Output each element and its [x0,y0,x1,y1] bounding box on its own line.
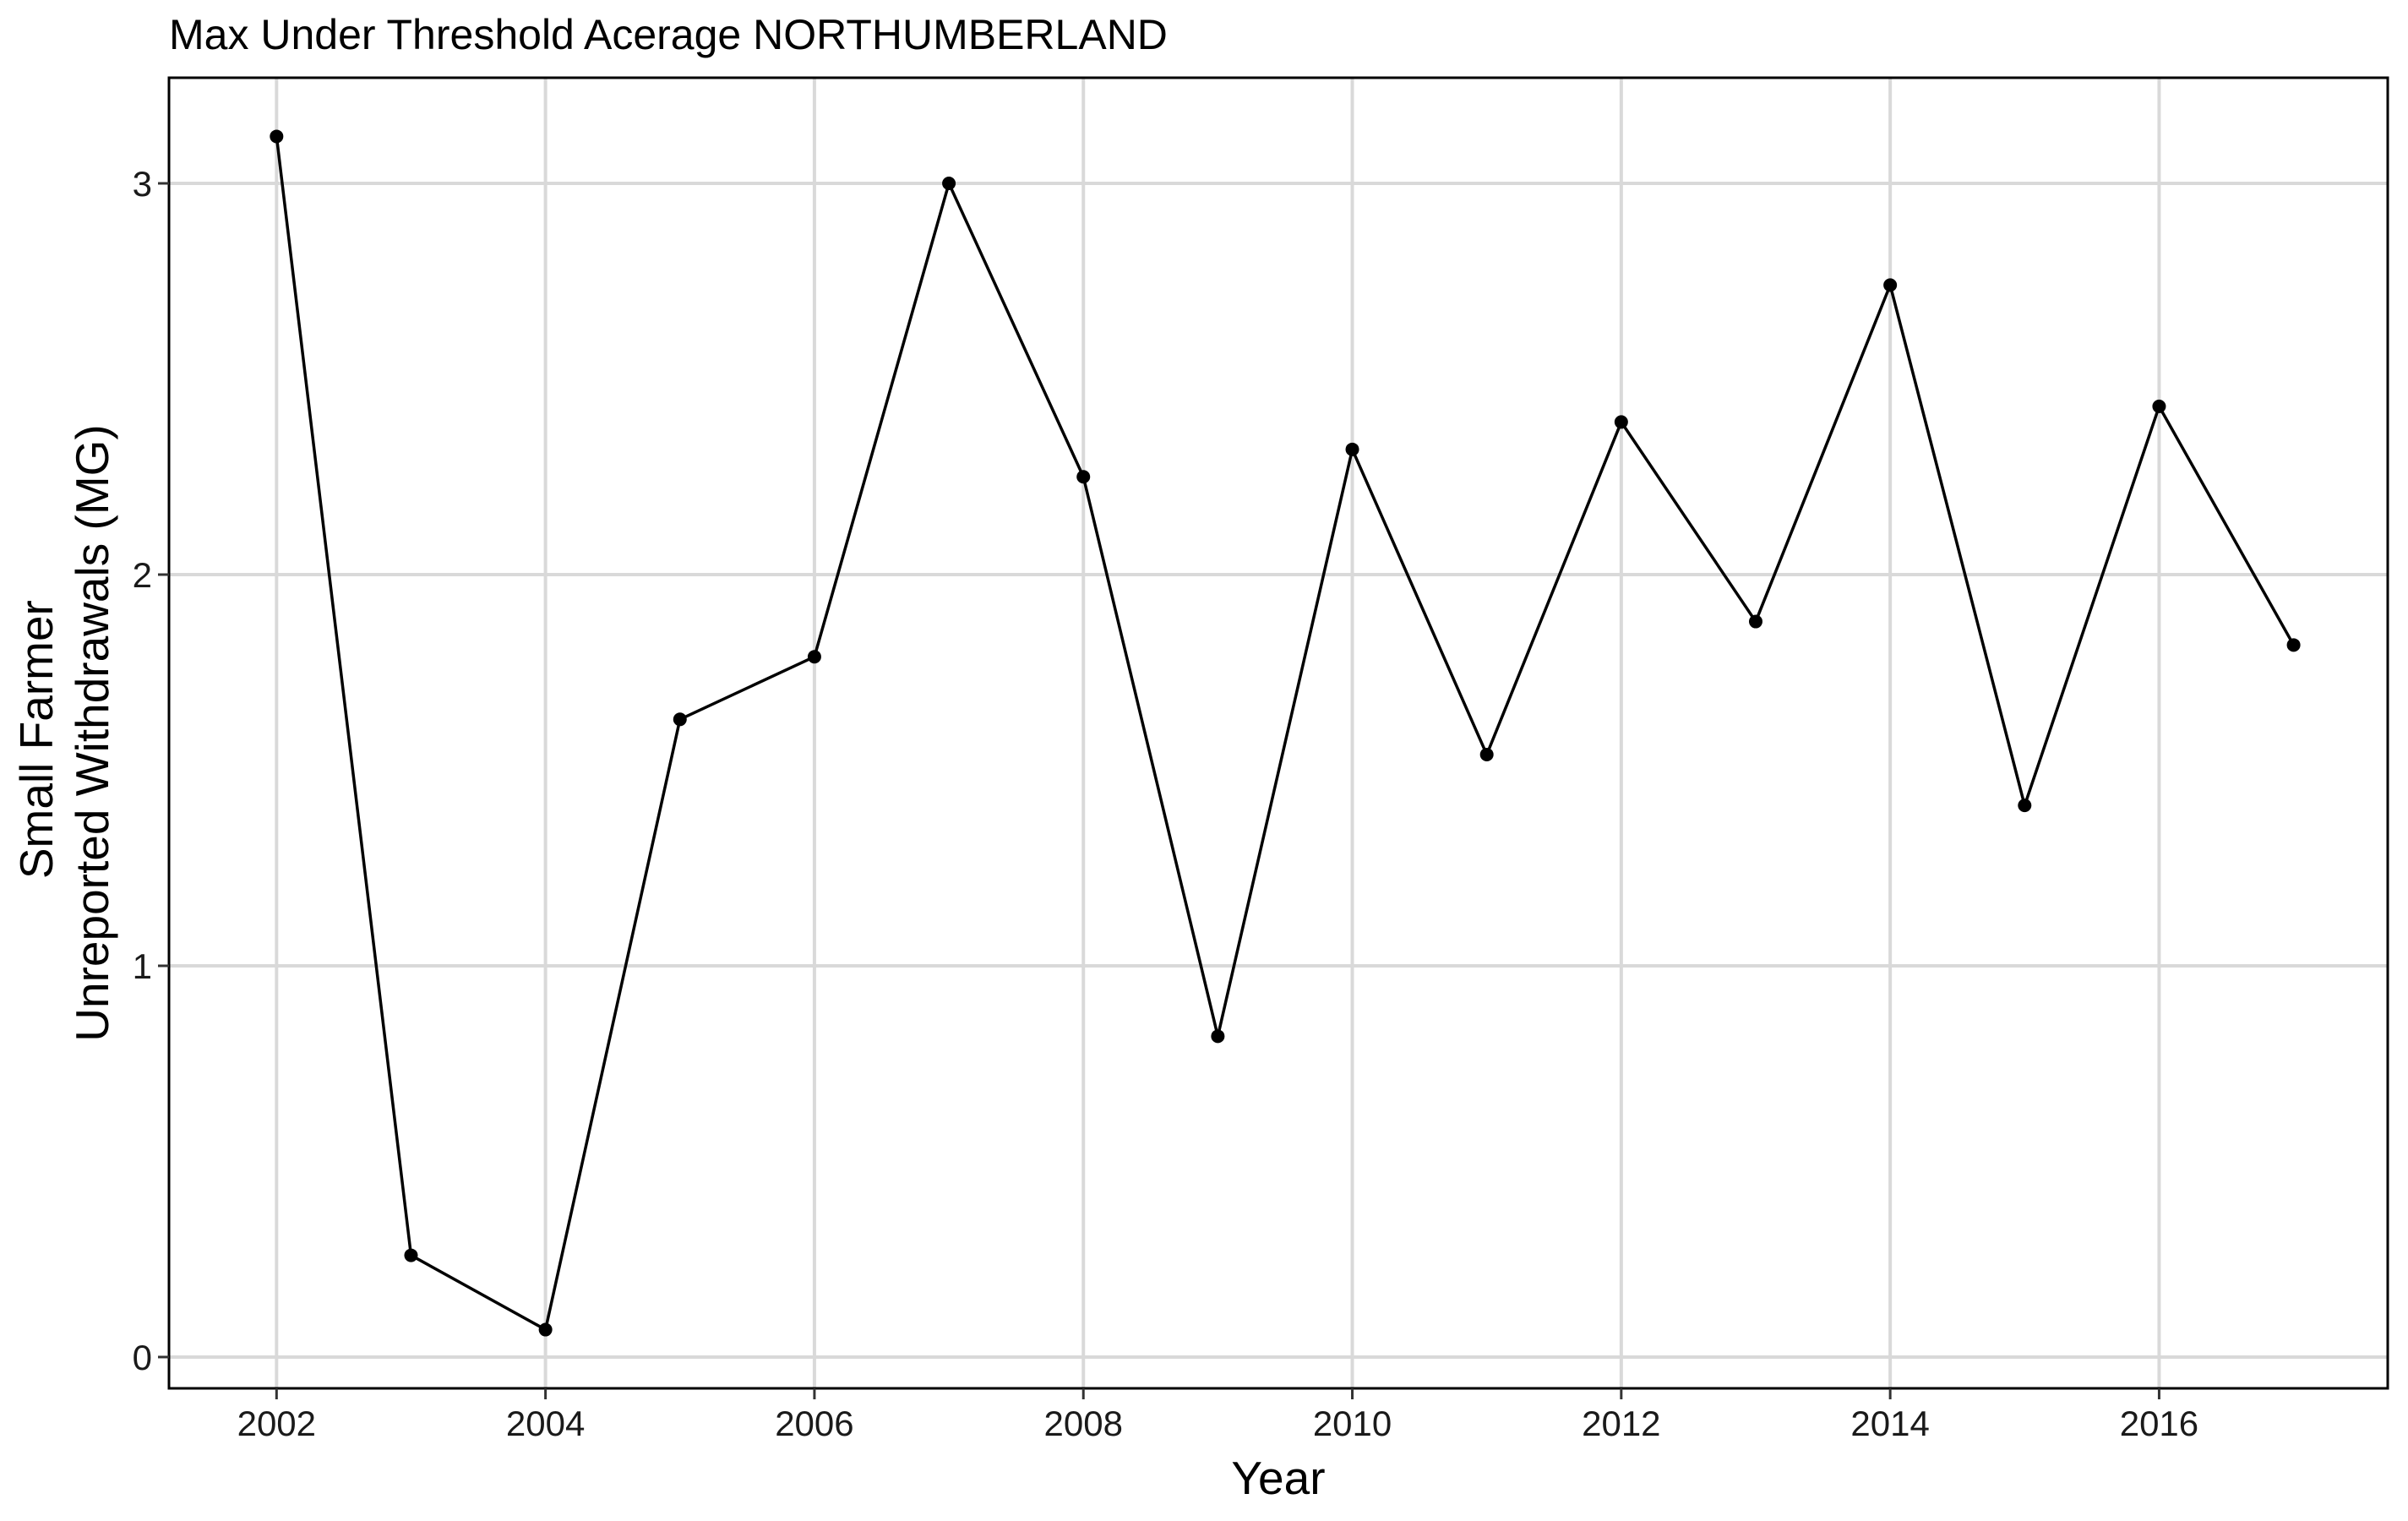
x-axis-title: Year [1231,1452,1325,1504]
y-tick-label: 3 [133,164,152,204]
y-tick-label: 1 [133,946,152,986]
data-point [1614,415,1628,429]
y-axis-title: Small Farmer Unreported Withdrawals (MG) [10,424,118,1041]
data-point [2152,399,2166,413]
y-tick-label: 2 [133,555,152,595]
data-point [538,1322,553,1337]
x-tick-label: 2002 [237,1404,316,1443]
data-point [2018,799,2032,813]
data-point [1748,614,1762,629]
x-tick-label: 2012 [1582,1404,1660,1443]
data-point [673,712,687,727]
data-point [942,177,956,191]
y-tick-label: 0 [133,1338,152,1377]
y-axis-title-line-2: Unreported Withdrawals (MG) [66,424,118,1041]
plot-panel [167,76,2389,1390]
axis-ticks: 2002 2004 2006 2008 2010 2012 2014 2016 0 1 2 3 [133,164,2199,1443]
series [270,129,2301,1337]
x-tick-label: 2014 [1850,1404,1929,1443]
data-point [1479,747,1494,761]
data-point [1345,442,1359,456]
chart-title: Max Under Threshold Acerage NORTHUMBERLA… [169,11,1168,58]
data-point [404,1248,418,1262]
data-point [2286,638,2301,652]
x-tick-label: 2006 [775,1404,853,1443]
x-tick-label: 2016 [2120,1404,2198,1443]
data-point [1211,1029,1225,1044]
x-tick-label: 2008 [1044,1404,1123,1443]
x-tick-label: 2004 [506,1404,585,1443]
data-point [270,129,284,144]
data-point [807,650,821,664]
data-point [1076,470,1091,484]
y-axis-title-line-1: Small Farmer [10,600,63,879]
grid-lines [169,78,2388,1388]
series-line [275,136,2296,1332]
x-tick-label: 2010 [1313,1404,1392,1443]
data-point [1883,278,1898,292]
